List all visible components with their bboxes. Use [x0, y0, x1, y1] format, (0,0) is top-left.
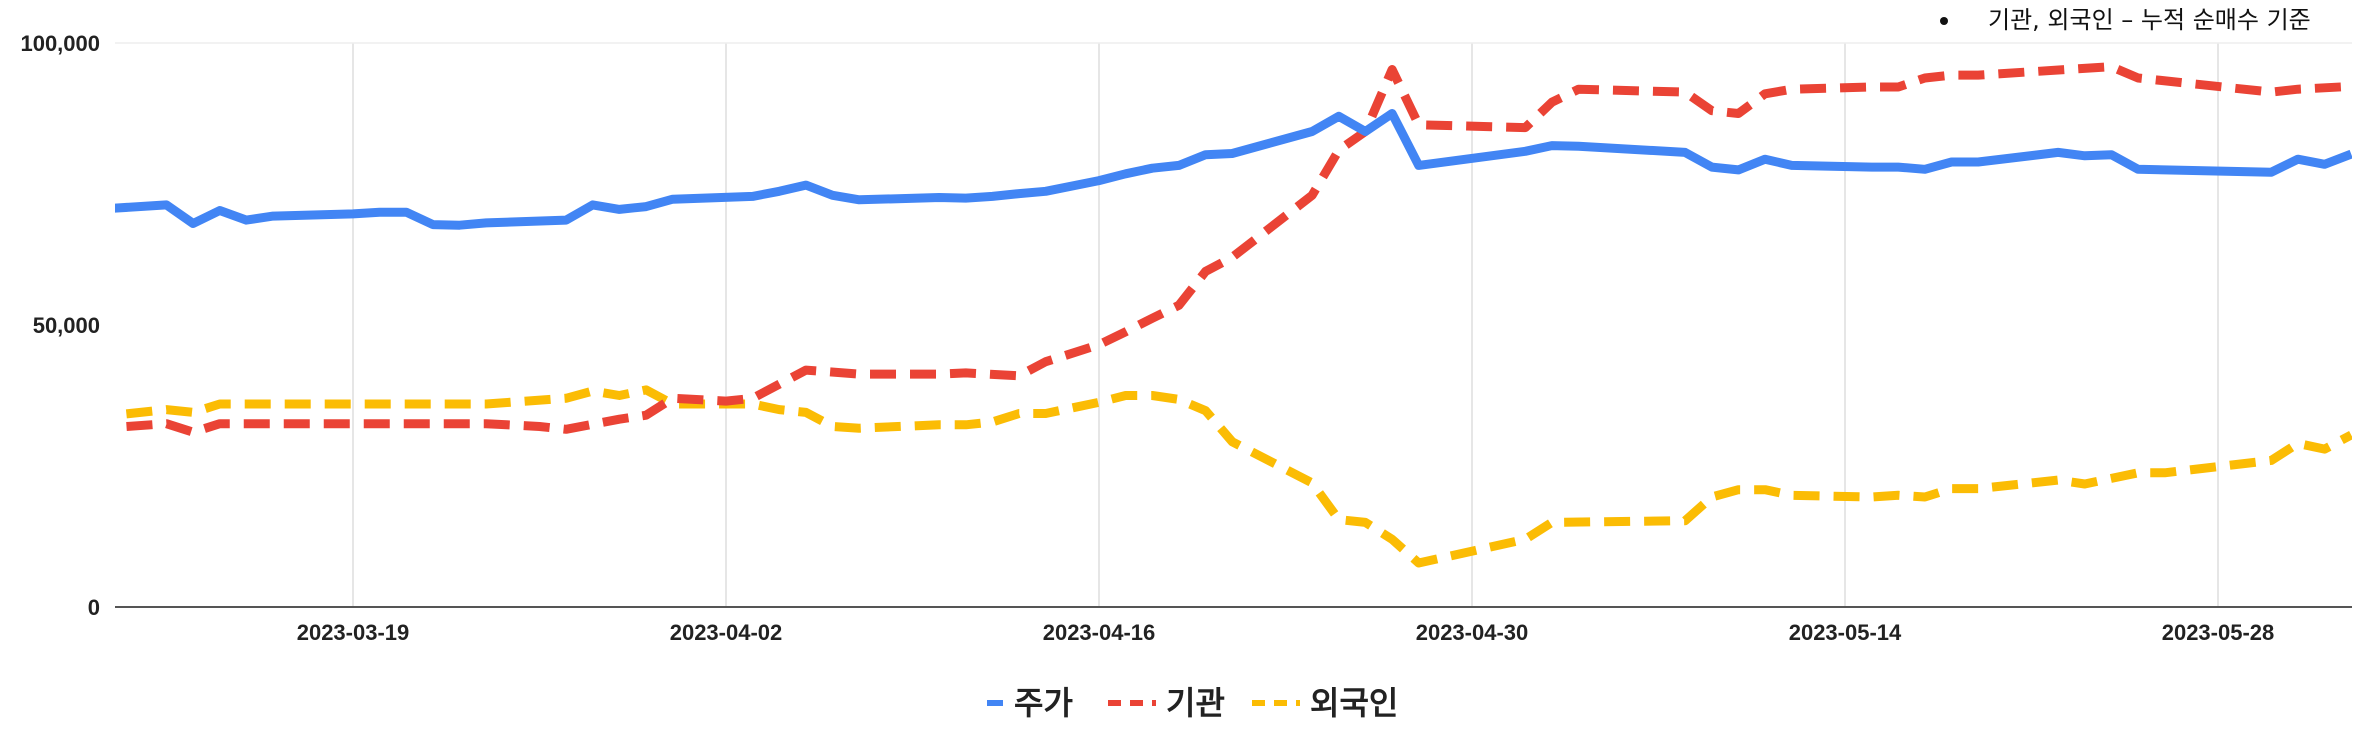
annotation-text: 기관, 외국인 – 누적 순매수 기준: [1988, 6, 2311, 34]
series-line-institution: [115, 62, 2352, 437]
chart-grid: [115, 42, 2352, 608]
series-lines: [115, 62, 2352, 568]
y-tick-label: 50,000: [33, 313, 100, 338]
y-tick-label: 100,000: [20, 31, 100, 56]
series-line-foreign: [115, 385, 2352, 568]
x-tick-label: 2023-04-02: [670, 620, 783, 645]
y-axis: 0 50,000 100,000: [20, 31, 100, 620]
annotation-bullet: [1940, 17, 1948, 25]
x-tick-label: 2023-03-19: [297, 620, 410, 645]
legend-label: 주가: [1014, 684, 1073, 722]
x-tick-label: 2023-05-28: [2162, 620, 2275, 645]
legend-label: 기관: [1166, 684, 1225, 722]
x-axis: 2023-03-19 2023-04-02 2023-04-16 2023-04-30…: [297, 620, 2275, 645]
x-tick-label: 2023-05-14: [1789, 620, 1902, 645]
chart-annotation: 기관, 외국인 – 누적 순매수 기준: [1940, 6, 2311, 34]
legend-label: 외국인: [1310, 684, 1398, 722]
x-tick-label: 2023-04-16: [1043, 620, 1156, 645]
series-line-price: [115, 109, 2352, 230]
x-tick-label: 2023-04-30: [1416, 620, 1529, 645]
legend: 주가 기관 외국인: [987, 684, 1398, 722]
y-tick-label: 0: [88, 595, 100, 620]
